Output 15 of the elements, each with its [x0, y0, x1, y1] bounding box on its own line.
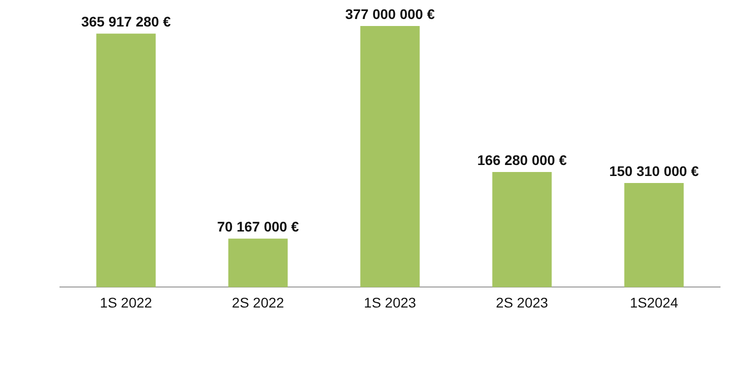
bar — [360, 26, 420, 288]
bar — [624, 183, 684, 288]
data-label: 70 167 000 € — [217, 218, 300, 234]
bar — [492, 172, 552, 288]
bar — [228, 238, 288, 288]
data-label: 166 280 000 € — [477, 152, 567, 168]
x-tick-label: 2S 2023 — [496, 294, 548, 310]
x-tick-label: 1S 2023 — [364, 294, 416, 310]
x-tick-label: 2S 2022 — [232, 294, 284, 310]
bar — [96, 34, 156, 288]
x-tick-label: 1S 2022 — [100, 294, 152, 310]
x-tick-label: 1S2024 — [630, 294, 678, 310]
data-label: 150 310 000 € — [609, 162, 699, 179]
data-label: 377 000 000 € — [345, 6, 435, 22]
data-label: 365 917 280 € — [81, 13, 171, 30]
